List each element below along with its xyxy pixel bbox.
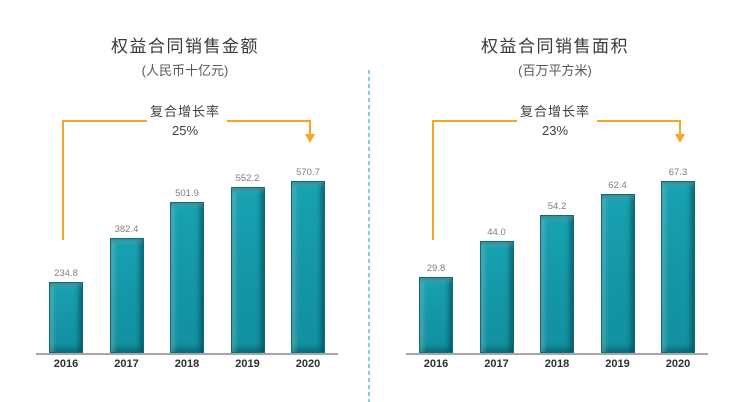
x-axis-label: 2019: [235, 358, 260, 370]
cagr-label: 复合增长率: [149, 104, 220, 119]
bar-2018: 501.9: [170, 188, 204, 353]
chart-subtitle: (百万平方米): [518, 63, 592, 78]
bar-2016: 29.8: [419, 263, 453, 353]
bar-value-label: 552.2: [235, 172, 260, 184]
bar-2017: 44.0: [479, 227, 514, 353]
bar: [600, 193, 635, 353]
x-axis: [36, 353, 338, 355]
bar: [291, 181, 325, 353]
cagr-bracket-line: [227, 120, 311, 122]
bar: [479, 240, 514, 353]
bar-value-label: 501.9: [175, 187, 199, 199]
bar-group: 234.8 382.4 501.9 552.2 570.7: [36, 167, 338, 353]
x-axis-label: 2020: [295, 358, 321, 370]
bar: [49, 282, 83, 353]
cagr-bracket-line: [309, 120, 311, 135]
bar-value-label: 382.4: [114, 223, 139, 235]
bar: [540, 214, 574, 353]
bar-value-label: 29.8: [426, 262, 446, 274]
bar-2019: 62.4: [600, 180, 635, 353]
x-axis-label: 2020: [665, 358, 691, 370]
cagr-bracket-line: [62, 120, 64, 240]
bar-value-label: 234.8: [54, 268, 78, 280]
bar-2020: 570.7: [291, 167, 325, 353]
cagr-bracket-line: [432, 120, 434, 240]
bar-2018: 54.2: [540, 201, 574, 353]
bar: [661, 181, 695, 353]
cagr-bracket-line: [597, 120, 681, 122]
cagr-value: 23%: [541, 123, 569, 138]
x-axis-label: 2017: [484, 358, 509, 370]
cagr-bracket-line: [432, 120, 517, 122]
x-axis-label: 2016: [423, 358, 449, 370]
chart-panel-sales-amount: 权益合同销售金额 (人民币十亿元) 复合增长率 25% 234.8 382.4 50…: [36, 37, 338, 370]
bar-value-label: 67.3: [668, 167, 688, 178]
arrow-down-icon: [305, 134, 315, 143]
section-divider: [368, 70, 370, 402]
x-axis-label: 2016: [53, 358, 79, 370]
x-axis-label: 2018: [174, 358, 200, 370]
bar-value-label: 570.7: [296, 167, 320, 178]
bar-value-label: 44.0: [487, 226, 506, 238]
chart-panel-sales-area: 权益合同销售面积 (百万平方米) 复合增长率 23% 29.8 44.0 54.2 6…: [370, 0, 740, 402]
bar-2019: 552.2: [230, 173, 265, 353]
x-axis-labels: 2016 2017 2018 2019 2020: [36, 358, 338, 370]
chart-title: 权益合同销售面积: [481, 37, 629, 56]
bar-2017: 382.4: [109, 224, 144, 353]
cagr-label: 复合增长率: [519, 104, 590, 119]
bar: [109, 237, 144, 353]
x-axis: [406, 353, 708, 355]
bar-2016: 234.8: [49, 268, 83, 353]
chart-subtitle: (人民币十亿元): [141, 63, 229, 78]
x-axis-labels: 2016 2017 2018 2019 2020: [406, 358, 708, 370]
bar-value-label: 62.4: [608, 179, 627, 191]
x-axis-label: 2018: [544, 358, 570, 370]
bar-value-label: 54.2: [547, 200, 567, 212]
bar: [170, 201, 204, 353]
cagr-bracket-line: [62, 120, 147, 122]
cagr-value: 25%: [171, 123, 199, 138]
bar: [230, 186, 265, 353]
bar-group: 29.8 44.0 54.2 62.4 67.3: [406, 167, 708, 353]
bar-2020: 67.3: [661, 167, 695, 353]
arrow-down-icon: [675, 134, 685, 143]
x-axis-label: 2019: [605, 358, 630, 370]
x-axis-label: 2017: [114, 358, 139, 370]
chart-title: 权益合同销售金额: [111, 37, 259, 56]
bar: [419, 276, 453, 353]
cagr-bracket-line: [679, 120, 681, 135]
